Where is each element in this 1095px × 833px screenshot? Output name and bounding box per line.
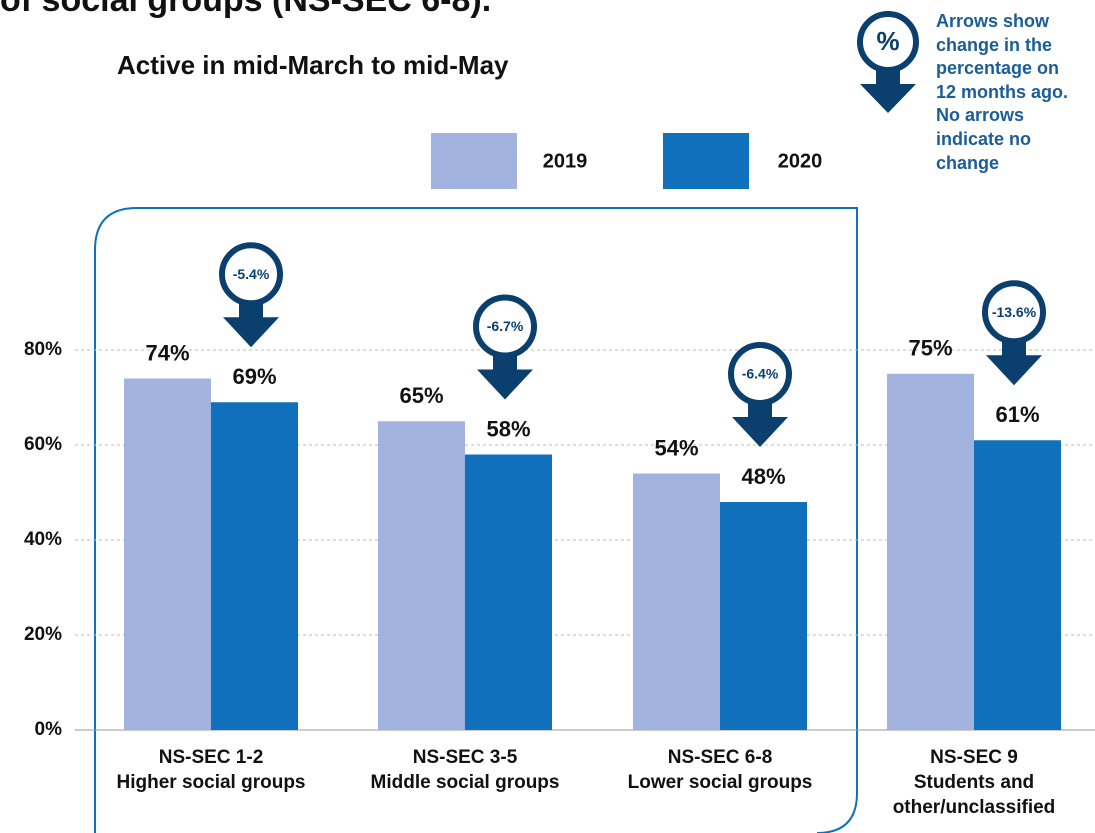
y-tick-label: 60% (24, 434, 62, 455)
change-circle (728, 342, 792, 406)
y-tick-label: 40% (24, 529, 62, 550)
change-arrow-stem (239, 302, 263, 321)
legend-swatch (431, 133, 517, 189)
change-arrow: -5.4% (219, 242, 283, 348)
x-tick-label: NS-SEC 9 Students and other/unclassified (892, 747, 1056, 818)
legend-label: 2020 (778, 150, 823, 172)
change-arrow: -6.4% (728, 342, 792, 447)
y-tick-label: 80% (24, 339, 62, 360)
note-icon: % (857, 11, 919, 113)
bar (974, 440, 1061, 730)
value-label: 69% (232, 364, 276, 389)
legend-swatch (663, 133, 749, 189)
change-label: -6.7% (487, 318, 524, 334)
x-tick-label: NS-SEC 1-2 Higher social groups (116, 747, 306, 793)
value-label: 48% (741, 464, 785, 489)
x-tick-label: NS-SEC 6-8 Lower social groups (627, 747, 813, 793)
value-label: 74% (145, 340, 189, 365)
change-arrow-head (223, 317, 279, 348)
bar (124, 378, 211, 730)
change-arrow-stem (748, 402, 772, 420)
change-arrow-head (477, 369, 533, 400)
y-tick-label: 20% (24, 624, 62, 645)
change-circle (473, 294, 537, 359)
group-frame (94, 207, 858, 833)
note-icon-text: % (876, 26, 899, 56)
bar (633, 473, 720, 730)
value-label: 75% (908, 336, 952, 361)
chart-title: of social groups (NS-SEC 6-8). (0, 0, 491, 19)
bar (211, 402, 298, 730)
value-label: 61% (995, 402, 1039, 427)
bar (378, 421, 465, 730)
change-arrow: -6.7% (473, 294, 537, 400)
bar (887, 373, 974, 730)
x-tick-label: NS-SEC 3-5 Middle social groups (370, 747, 560, 793)
note: Arrows show change in the percentage on … (936, 11, 1069, 173)
bar (465, 454, 552, 730)
chart-subtitle: Active in mid-March to mid-May (117, 50, 509, 80)
change-circle (982, 280, 1046, 345)
change-arrow: -13.6% (982, 280, 1046, 386)
change-label: -13.6% (992, 304, 1037, 320)
y-tick-label: 0% (35, 719, 63, 740)
change-label: -6.4% (742, 366, 779, 382)
value-label: 65% (399, 383, 443, 408)
value-label: 58% (486, 416, 530, 441)
change-circle (219, 242, 283, 307)
change-label: -5.4% (233, 266, 270, 282)
value-label: 54% (654, 435, 698, 460)
bar (720, 502, 807, 730)
change-arrow-stem (493, 354, 517, 373)
legend-label: 2019 (543, 150, 588, 172)
change-arrow-head (986, 355, 1042, 386)
change-arrow-head (732, 417, 788, 447)
change-arrow-stem (1002, 340, 1026, 359)
